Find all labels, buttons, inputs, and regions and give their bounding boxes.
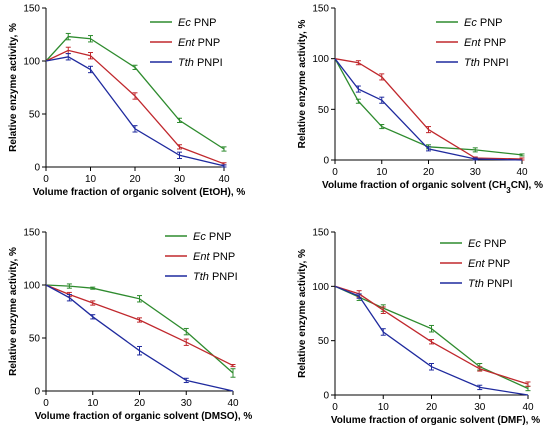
legend-label-tth: Tth PNPI [468, 278, 513, 290]
legend-label-ent: Ent PNP [193, 251, 235, 263]
y-axis-label: Relative enzyme activity, % [297, 20, 308, 149]
x-tick-label: 0 [332, 167, 338, 178]
x-tick-label: 40 [522, 402, 534, 413]
x-tick-label: 20 [134, 398, 146, 409]
series-line-tth [45, 284, 234, 392]
y-tick-label: 100 [23, 57, 40, 68]
series-ent [45, 46, 227, 166]
series-line-tth [334, 285, 529, 396]
series-line-tth [334, 58, 523, 161]
series-line-ec [334, 58, 523, 156]
x-tick-label: 40 [516, 167, 528, 178]
y-tick-label: 150 [23, 4, 40, 15]
legend-label-ent: Ent PNP [468, 258, 510, 270]
x-tick-label: 30 [181, 398, 193, 409]
y-tick-label: 0 [34, 163, 40, 174]
x-tick-label: 0 [332, 402, 338, 413]
x-tick-label: 20 [423, 167, 435, 178]
y-tick-label: 50 [29, 110, 41, 121]
x-tick-label: 0 [43, 398, 49, 409]
legend-label-tth: Tth PNPI [464, 57, 509, 69]
x-tick-label: 0 [43, 174, 49, 185]
x-axis-label: Volume fraction of organic solvent (CH3C… [322, 180, 543, 195]
x-axis-label: Volume fraction of organic solvent (DMF)… [331, 415, 540, 426]
legend-label-ec: Ec PNP [464, 17, 503, 29]
x-tick-label: 20 [129, 174, 141, 185]
y-tick-label: 100 [312, 282, 329, 293]
x-axis-label: Volume fraction of organic solvent (EtOH… [33, 187, 246, 198]
legend-label-tth: Tth PNPI [193, 271, 238, 283]
x-tick-label: 10 [85, 174, 97, 185]
series-tth [334, 285, 529, 396]
x-tick-label: 30 [474, 402, 486, 413]
legend-label-ec: Ec PNP [178, 17, 217, 29]
series-line-ec [45, 284, 234, 374]
series-line-ent [334, 285, 529, 385]
legend-label-ec: Ec PNP [193, 231, 232, 243]
y-tick-label: 0 [34, 387, 40, 398]
series-line-ec [334, 285, 529, 390]
x-tick-label: 40 [227, 398, 239, 409]
series-tth [45, 53, 227, 168]
chart-panel-4: 0 50 100 150 0 10 20 30 40 Relative enzyme activi… [297, 228, 540, 427]
y-axis-label: Relative enzyme activity, % [8, 23, 19, 152]
series-ent [334, 285, 531, 387]
y-tick-label: 0 [323, 156, 329, 167]
series-line-ent [334, 58, 523, 160]
y-tick-label: 100 [312, 54, 329, 65]
y-tick-label: 150 [23, 228, 40, 239]
series-ec [45, 32, 227, 152]
series-line-ent [45, 284, 234, 367]
y-tick-label: 150 [312, 4, 329, 15]
x-tick-label: 20 [426, 402, 438, 413]
y-tick-label: 150 [312, 228, 329, 239]
legend-label-ec: Ec PNP [468, 238, 507, 250]
series-ent [45, 284, 236, 368]
series-ec [334, 58, 525, 157]
y-tick-label: 100 [23, 281, 40, 292]
x-tick-label: 40 [218, 174, 230, 185]
y-axis-label: Relative enzyme activity, % [297, 249, 308, 378]
x-tick-label: 30 [470, 167, 482, 178]
y-tick-label: 0 [323, 391, 329, 402]
series-tth [45, 284, 234, 392]
chart-panel-3: 0 50 100 150 0 10 20 30 40 Relative enzyme activi… [8, 228, 252, 423]
x-tick-label: 10 [378, 402, 390, 413]
x-axis-label: Volume fraction of organic solvent (DMSO… [35, 411, 253, 422]
legend-label-ent: Ent PNP [178, 37, 220, 49]
y-tick-label: 50 [318, 336, 330, 347]
x-tick-label: 30 [174, 174, 186, 185]
series-line-tth [45, 56, 225, 167]
legend-label-tth: Tth PNPI [178, 57, 223, 69]
chart-panel-1: 0 50 100 150 0 10 20 30 40 Relative enzyme activi… [8, 4, 245, 199]
x-tick-label: 10 [376, 167, 388, 178]
series-line-ec [45, 35, 225, 150]
y-tick-label: 50 [29, 334, 41, 345]
x-tick-label: 10 [87, 398, 99, 409]
series-tth [334, 58, 523, 161]
y-tick-label: 50 [318, 105, 330, 116]
legend-label-ent: Ent PNP [464, 37, 506, 49]
series-line-ent [45, 49, 225, 165]
y-axis-label: Relative enzyme activity, % [8, 247, 19, 376]
series-ec [45, 283, 236, 378]
chart-panel-2: 0 50 100 150 0 10 20 30 40 Relative enzyme activi… [297, 4, 543, 195]
